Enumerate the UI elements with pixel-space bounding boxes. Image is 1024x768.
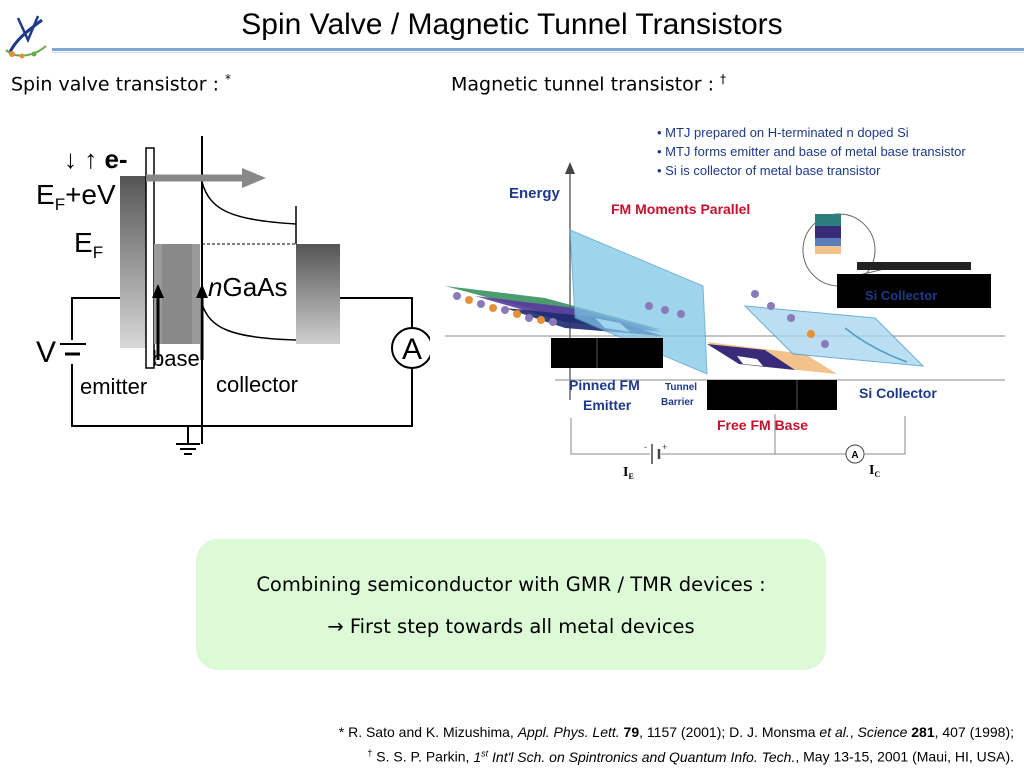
footnote-mark-dagger: †	[720, 72, 727, 86]
reference-2: † S. S. P. Parkin, 1st Int'l Sch. on Spi…	[367, 748, 1014, 765]
emitter-label: emitter	[80, 374, 147, 399]
electron-spheres	[453, 290, 829, 348]
fm-parallel-label: FM Moments Parallel	[611, 201, 750, 217]
free-fm-base-label: Free FM Base	[717, 417, 808, 433]
base-black-block	[707, 380, 837, 410]
summary-callout: Combining semiconductor with GMR / TMR d…	[196, 539, 826, 670]
mtt-bullet-1: • MTJ prepared on H-terminated n doped S…	[657, 125, 909, 140]
spin-valve-heading: Spin valve transistor : *	[11, 72, 232, 96]
si-collector-box	[837, 274, 991, 308]
mtt-bullet-2: • MTJ forms emitter and base of metal ba…	[657, 144, 966, 159]
si-collector-label: Si Collector	[859, 385, 937, 401]
tunnel-label: Tunnel	[665, 382, 697, 393]
base-arrow-left	[152, 284, 164, 298]
pinned-fm-label: Pinned FM	[569, 377, 640, 393]
title-divider-shadow	[52, 52, 1024, 53]
ie-label: IE	[623, 465, 634, 481]
ef-ev-label: EF+eV	[36, 179, 116, 214]
collector-label: collector	[216, 372, 298, 397]
institution-logo	[5, 15, 47, 59]
reference-1: * R. Sato and K. Mizushima, Appl. Phys. …	[338, 724, 1014, 740]
base-label: base	[152, 346, 200, 371]
ammeter-label: A	[851, 450, 858, 461]
title-divider	[52, 48, 1024, 51]
collector-block	[296, 244, 340, 344]
spin-label: ↓ ↑ e-	[64, 144, 128, 174]
energy-label: Energy	[509, 185, 561, 202]
svg-text:+: +	[662, 442, 667, 452]
emitter-block	[120, 176, 146, 348]
conduction-band	[201, 181, 297, 225]
si-collector-box-label: Si Collector	[865, 288, 937, 303]
emitter-label: Emitter	[583, 397, 632, 413]
references: * R. Sato and K. Mizushima, Appl. Phys. …	[339, 722, 1014, 768]
summary-line-1: Combining semiconductor with GMR / TMR d…	[256, 573, 766, 596]
ic-label: IC	[869, 463, 880, 479]
barrier-label: Barrier	[661, 397, 694, 408]
page-title: Spin Valve / Magnetic Tunnel Transistors	[241, 8, 783, 41]
ef-label: EF	[74, 227, 103, 262]
valence-band	[201, 303, 297, 341]
magnetic-tunnel-transistor-diagram: • MTJ prepared on H-terminated n doped S…	[445, 125, 1005, 481]
emitter-black-block	[551, 338, 663, 368]
ammeter-circle	[391, 327, 430, 369]
svg-text:-: -	[644, 442, 647, 452]
mtt-heading: Magnetic tunnel transistor : †	[451, 72, 727, 96]
tunnel-barrier	[569, 229, 708, 375]
footnote-mark-star: *	[225, 72, 232, 86]
mtt-bullet-3: • Si is collector of metal base transist…	[657, 163, 881, 178]
voltage-label: V	[36, 336, 56, 369]
ammeter-label: A	[402, 333, 422, 366]
ngaas-label: nGaAs	[208, 272, 288, 302]
spin-valve-transistor-diagram: A ↓ ↑ e- EF+eV EF nGaAs V base emitter c…	[36, 136, 430, 455]
summary-line-2: → First step towards all metal devices	[327, 615, 695, 638]
